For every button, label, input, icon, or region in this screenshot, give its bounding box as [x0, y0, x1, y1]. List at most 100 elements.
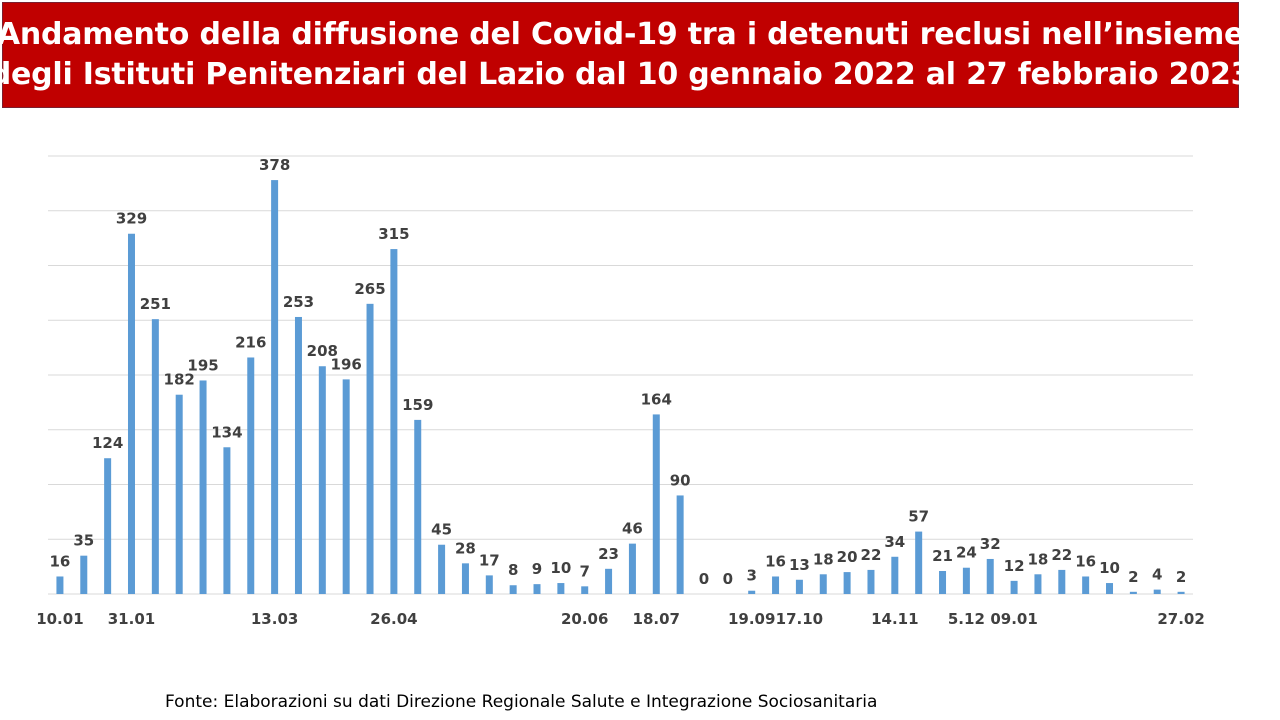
data-label-47: 2	[1176, 568, 1186, 586]
data-label-28: 0	[723, 570, 733, 588]
bar-10	[294, 316, 302, 594]
x-tick-label-9: 13.03	[251, 610, 298, 628]
bar-47	[1177, 591, 1185, 594]
data-label-20: 9	[532, 560, 542, 578]
data-label-26: 90	[670, 471, 691, 489]
data-label-29: 3	[746, 567, 756, 585]
bar-14	[390, 249, 398, 594]
bar-36	[915, 531, 923, 594]
data-label-45: 2	[1128, 568, 1138, 586]
data-label-0: 16	[49, 552, 70, 570]
x-tick-label-31: 17.10	[776, 610, 823, 628]
bar-42	[1058, 569, 1066, 594]
bar-39	[986, 558, 994, 594]
data-label-38: 24	[956, 544, 977, 562]
bar-30	[772, 576, 780, 594]
bar-12	[342, 379, 350, 594]
data-label-14: 315	[378, 225, 409, 243]
data-label-3: 329	[116, 210, 147, 228]
bar-46	[1153, 589, 1161, 594]
data-label-8: 216	[235, 333, 266, 351]
data-label-9: 378	[259, 156, 290, 174]
bar-9	[271, 180, 279, 594]
bar-16	[438, 544, 446, 594]
x-tick-label-38: 5.12	[948, 610, 985, 628]
x-tick-label-29: 19.09	[728, 610, 775, 628]
bar-22	[581, 586, 589, 594]
data-label-35: 34	[884, 533, 905, 551]
bar-15	[414, 419, 422, 594]
bar-4	[151, 319, 159, 594]
data-label-17: 28	[455, 539, 476, 557]
bar-45	[1129, 591, 1137, 594]
bar-25	[652, 414, 660, 594]
data-label-32: 18	[813, 550, 834, 568]
bar-chart: 1635124329251182195134216378253208196265…	[36, 155, 1205, 628]
data-label-33: 20	[837, 548, 858, 566]
data-label-1: 35	[73, 532, 94, 550]
bar-2	[104, 458, 112, 594]
data-label-44: 10	[1099, 559, 1120, 577]
data-label-37: 21	[932, 547, 953, 565]
x-tick-label-35: 14.11	[871, 610, 918, 628]
bar-20	[533, 584, 541, 594]
data-label-22: 7	[580, 562, 590, 580]
data-label-24: 46	[622, 520, 643, 538]
bar-3	[127, 233, 135, 594]
data-label-21: 10	[550, 559, 571, 577]
x-tick-label-40: 09.01	[990, 610, 1037, 628]
data-label-2: 124	[92, 434, 123, 452]
bar-44	[1106, 583, 1114, 594]
title-line-2: degli Istituti Penitenziari del Lazio da…	[0, 57, 1252, 92]
bar-19	[509, 585, 517, 594]
bar-33	[843, 572, 851, 594]
bar-40	[1010, 580, 1018, 594]
data-label-16: 45	[431, 521, 452, 539]
bar-34	[867, 569, 875, 594]
x-tick-label-3: 31.01	[108, 610, 155, 628]
bar-7	[223, 447, 231, 594]
data-label-42: 22	[1051, 546, 1072, 564]
source-note: Fonte: Elaborazioni su dati Direzione Re…	[165, 692, 878, 712]
title-banner: Andamento della diffusione del Covid-19 …	[0, 2, 1252, 108]
bar-21	[557, 583, 565, 594]
bar-1	[80, 555, 88, 594]
bar-26	[676, 495, 684, 594]
data-label-39: 32	[980, 535, 1001, 553]
data-label-41: 18	[1028, 550, 1049, 568]
data-label-30: 16	[765, 552, 786, 570]
x-tick-label-25: 18.07	[633, 610, 680, 628]
data-label-12: 196	[331, 355, 362, 373]
bar-43	[1082, 576, 1090, 594]
data-label-27: 0	[699, 570, 709, 588]
data-label-40: 12	[1004, 557, 1025, 575]
bar-35	[891, 556, 899, 594]
data-label-31: 13	[789, 556, 810, 574]
title-line-1: Andamento della diffusione del Covid-19 …	[0, 17, 1245, 52]
data-label-19: 8	[508, 561, 518, 579]
data-label-6: 195	[187, 356, 218, 374]
bar-37	[939, 571, 947, 594]
data-label-43: 16	[1075, 552, 1096, 570]
x-tick-label-0: 10.01	[36, 610, 83, 628]
data-label-46: 4	[1152, 566, 1162, 584]
x-tick-label-47: 27.02	[1157, 610, 1204, 628]
data-label-15: 159	[402, 396, 433, 414]
bar-24	[628, 543, 636, 594]
data-label-36: 57	[908, 508, 929, 526]
bar-29	[748, 590, 756, 594]
data-label-5: 182	[164, 371, 195, 389]
bar-11	[318, 366, 326, 594]
bar-31	[795, 579, 803, 594]
data-label-13: 265	[354, 280, 385, 298]
data-label-11: 208	[307, 342, 338, 360]
bar-8	[247, 357, 255, 594]
bar-5	[175, 394, 183, 594]
data-label-10: 253	[283, 293, 314, 311]
x-tick-label-22: 20.06	[561, 610, 608, 628]
bar-32	[819, 574, 827, 594]
bar-41	[1034, 574, 1042, 594]
data-label-4: 251	[140, 295, 171, 313]
data-label-25: 164	[641, 390, 672, 408]
data-label-23: 23	[598, 545, 619, 563]
